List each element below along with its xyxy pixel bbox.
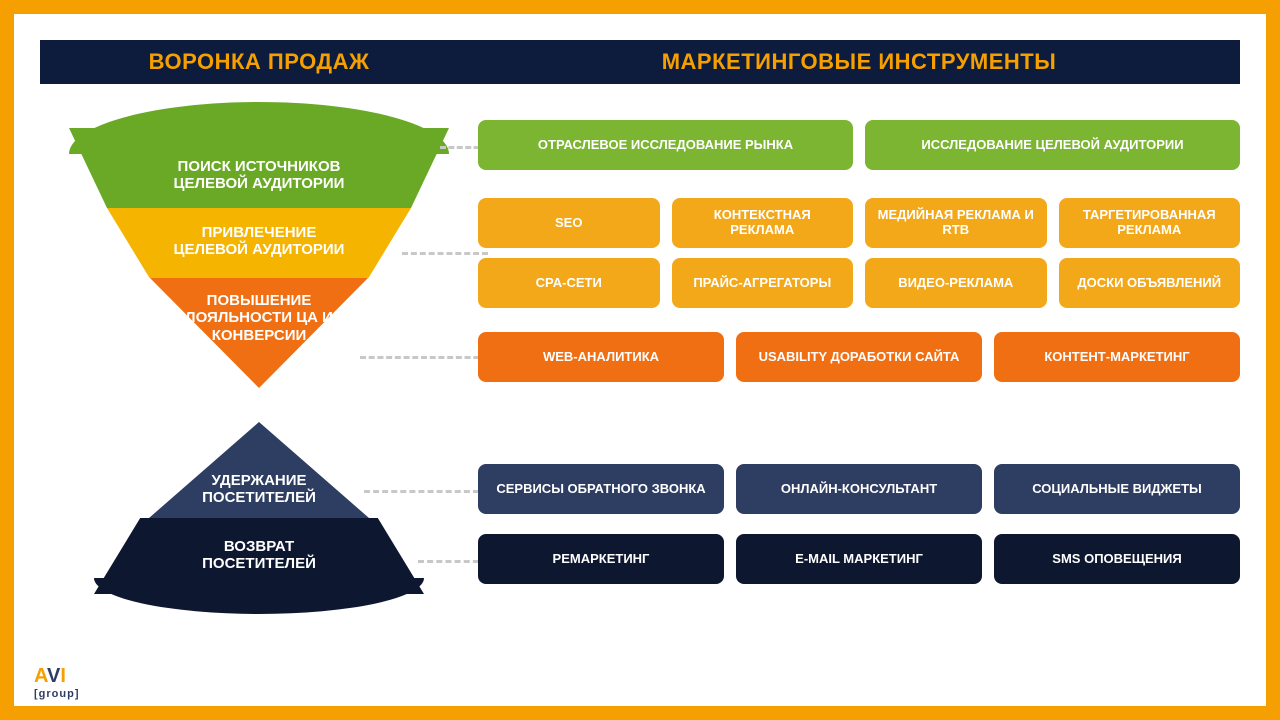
tools-row-0: ОТРАСЛЕВОЕ ИССЛЕДОВАНИЕ РЫНКАИССЛЕДОВАНИ… (478, 120, 1240, 170)
header-bar: ВОРОНКА ПРОДАЖ МАРКЕТИНГОВЫЕ ИНСТРУМЕНТЫ (40, 40, 1240, 84)
tools-row-3: WEB-АНАЛИТИКАUSABILITY ДОРАБОТКИ САЙТАКО… (478, 332, 1240, 382)
tool-box: ДОСКИ ОБЪЯВЛЕНИЙ (1059, 258, 1241, 308)
tools-row-5: РЕМАРКЕТИНГE-MAIL МАРКЕТИНГSMS ОПОВЕЩЕНИ… (478, 534, 1240, 584)
connector-2 (402, 252, 488, 255)
tool-box: ОТРАСЛЕВОЕ ИССЛЕДОВАНИЕ РЫНКА (478, 120, 853, 170)
tool-box: СЕРВИСЫ ОБРАТНОГО ЗВОНКА (478, 464, 724, 514)
tool-box: ОНЛАЙН-КОНСУЛЬТАНТ (736, 464, 982, 514)
tool-box: ВИДЕО-РЕКЛАМА (865, 258, 1047, 308)
funnel-layer-5-base (94, 578, 424, 614)
header-tools-title: МАРКЕТИНГОВЫЕ ИНСТРУМЕНТЫ (478, 49, 1240, 75)
tool-box: CPA-СЕТИ (478, 258, 660, 308)
tool-box: USABILITY ДОРАБОТКИ САЙТА (736, 332, 982, 382)
funnel-layer-3 (150, 278, 368, 388)
content-area: ПОИСК ИСТОЧНИКОВЦЕЛЕВОЙ АУДИТОРИИ ПРИВЛЕ… (14, 84, 1266, 662)
tool-box: SMS ОПОВЕЩЕНИЯ (994, 534, 1240, 584)
connector-4 (364, 490, 488, 493)
tool-box: ИССЛЕДОВАНИЕ ЦЕЛЕВОЙ АУДИТОРИИ (865, 120, 1240, 170)
funnel-column: ПОИСК ИСТОЧНИКОВЦЕЛЕВОЙ АУДИТОРИИ ПРИВЛЕ… (40, 102, 478, 662)
connector-3 (360, 356, 488, 359)
funnel-layer-1 (69, 128, 449, 208)
tool-box: SEO (478, 198, 660, 248)
tools-row-4: СЕРВИСЫ ОБРАТНОГО ЗВОНКАОНЛАЙН-КОНСУЛЬТА… (478, 464, 1240, 514)
tool-box: РЕМАРКЕТИНГ (478, 534, 724, 584)
logo-letter-i: I (60, 665, 66, 687)
tool-box: E-MAIL МАРКЕТИНГ (736, 534, 982, 584)
funnel-layer-4 (149, 422, 369, 518)
tool-box: КОНТЕКСТНАЯ РЕКЛАМА (672, 198, 854, 248)
tool-box: ПРАЙС-АГРЕГАТОРЫ (672, 258, 854, 308)
funnel-layer-2 (107, 208, 411, 278)
tool-box: ТАРГЕТИРОВАННАЯ РЕКЛАМА (1059, 198, 1241, 248)
tools-row-2: CPA-СЕТИПРАЙС-АГРЕГАТОРЫВИДЕО-РЕКЛАМАДОС… (478, 258, 1240, 308)
logo: AVI [group] (34, 665, 79, 700)
tool-box: СОЦИАЛЬНЫЕ ВИДЖЕТЫ (994, 464, 1240, 514)
tool-box: МЕДИЙНАЯ РЕКЛАМА И RTB (865, 198, 1047, 248)
tool-box: WEB-АНАЛИТИКА (478, 332, 724, 382)
logo-letter-a: A (34, 665, 47, 687)
tools-row-1: SEOКОНТЕКСТНАЯ РЕКЛАМАМЕДИЙНАЯ РЕКЛАМА И… (478, 198, 1240, 248)
logo-letter-v: V (47, 665, 60, 687)
logo-sub: [group] (34, 688, 79, 700)
tools-column: ОТРАСЛЕВОЕ ИССЛЕДОВАНИЕ РЫНКАИССЛЕДОВАНИ… (478, 102, 1240, 662)
tool-box: КОНТЕНТ-МАРКЕТИНГ (994, 332, 1240, 382)
header-funnel-title: ВОРОНКА ПРОДАЖ (40, 49, 478, 75)
